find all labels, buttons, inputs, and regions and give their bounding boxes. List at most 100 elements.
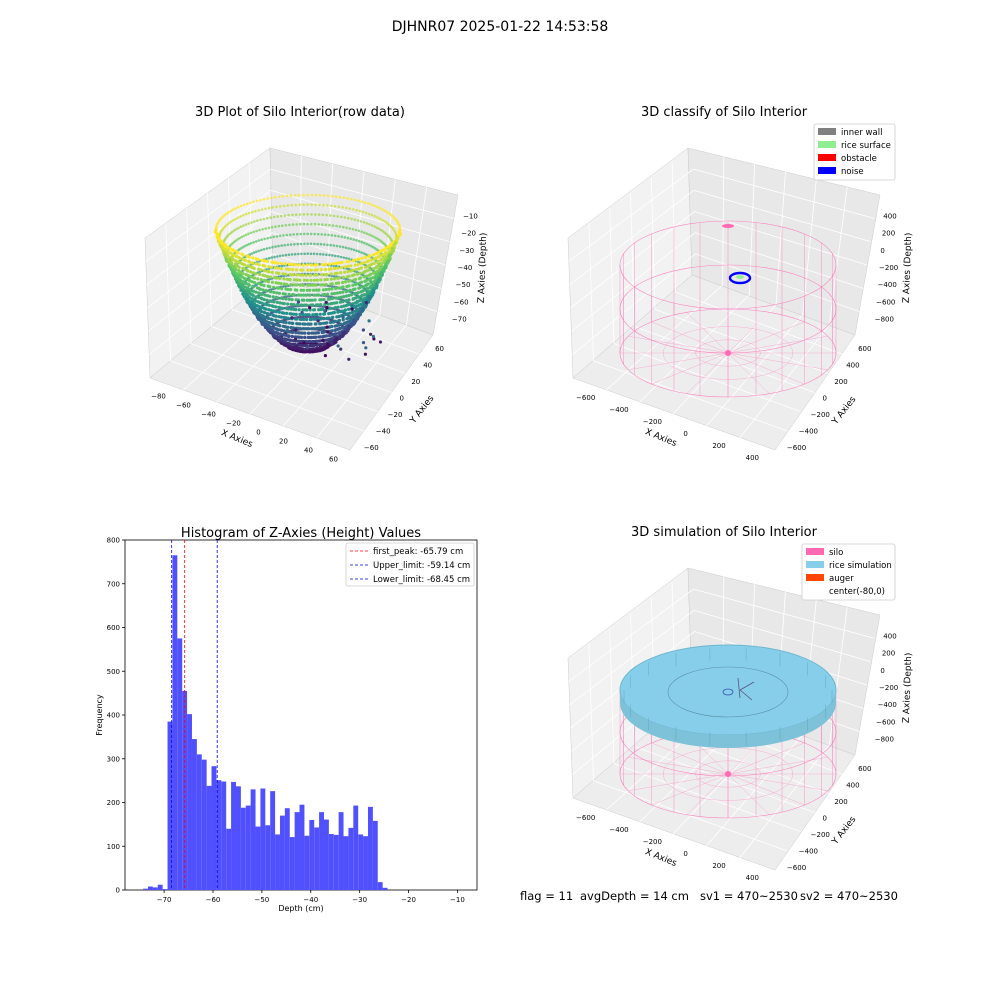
- panel1-data-point: [332, 214, 336, 218]
- panel1-gridline: [148, 253, 273, 355]
- panel1-data-point: [253, 276, 257, 280]
- panel4-rice-side: [620, 690, 836, 748]
- panel1-data-point: [271, 304, 275, 308]
- panel1-data-point: [243, 245, 246, 248]
- panel2-xtick-label: −400: [609, 406, 628, 414]
- panel1-data-point: [303, 322, 307, 326]
- panel1-data-point: [262, 198, 266, 201]
- panel1-data-point: [363, 270, 367, 274]
- panel1-data-point: [237, 205, 240, 209]
- panel1-data-point: [369, 262, 374, 266]
- panel1-data-point: [320, 273, 324, 277]
- panel1-data-point: [282, 311, 286, 315]
- panel-histogram: Histogram of Z-Axies (Height) Values −70…: [95, 526, 478, 913]
- panel1-data-point: [274, 225, 277, 228]
- panel1-data-point: [316, 232, 320, 236]
- panel4-xtick-label: 400: [746, 874, 759, 882]
- panel1-data-point: [359, 266, 363, 270]
- panel1-data-point: [361, 341, 366, 345]
- panel1-data-point: [358, 285, 362, 289]
- panel1-data-point: [306, 222, 310, 226]
- panel2-ytick-label: −400: [799, 427, 818, 435]
- panel4-legend: silo rice simulation auger center(-80,0): [801, 543, 896, 601]
- panel1-data-point: [337, 261, 341, 265]
- panel1-data-point: [307, 331, 311, 335]
- panel1-data-point: [289, 194, 293, 197]
- legend-label-lower-limit: Lower_limit: -68.45 cm: [373, 575, 470, 585]
- panel1-data-point: [309, 242, 313, 246]
- panel1-data-point: [360, 256, 364, 260]
- panel4-auger-arm: [739, 689, 753, 701]
- histogram-bar: [216, 780, 222, 890]
- panel1-data-point: [313, 232, 317, 236]
- panel1-data-point: [283, 214, 287, 217]
- histogram-legend: first_peak: -65.79 cm Upper_limit: -59.1…: [345, 542, 475, 587]
- panel1-data-point: [353, 321, 357, 325]
- panel1-data-point: [235, 227, 238, 231]
- panel1-data-point: [362, 288, 366, 292]
- panel1-data-point: [315, 346, 319, 350]
- panel1-data-point: [338, 245, 342, 248]
- panel1-data-point: [378, 239, 382, 242]
- panel1-data-point: [387, 212, 391, 215]
- histogram-ytick-label: 300: [107, 755, 120, 763]
- panel1-data-point: [331, 262, 335, 266]
- panel1-data-point: [365, 274, 369, 278]
- panel1-data-point: [384, 265, 388, 269]
- histogram-bar: [304, 835, 310, 890]
- panel1-data-point: [343, 265, 347, 269]
- panel1-data-point: [245, 202, 249, 206]
- panel1-data-point: [384, 250, 388, 254]
- panel1-data-point: [315, 268, 319, 272]
- panel1-data-point: [246, 264, 250, 268]
- panel1-data-point: [259, 309, 263, 314]
- panel1-data-point: [302, 298, 306, 302]
- panel1-data-point: [377, 227, 381, 231]
- panel1-data-point: [313, 298, 317, 302]
- panel1-data-point: [268, 294, 272, 298]
- panel1-data-point: [381, 253, 385, 257]
- panel1-data-point: [266, 280, 270, 284]
- panel1-data-point: [285, 328, 289, 332]
- panel1-data-point: [369, 272, 373, 276]
- panel1-data-point: [294, 203, 298, 207]
- panel1-data-point: [247, 211, 251, 215]
- panel1-data-point: [350, 304, 354, 308]
- panel1-data-point: [338, 195, 342, 199]
- panel1-data-point: [321, 213, 325, 217]
- panel1-data-point: [295, 232, 299, 236]
- panel1-data-point: [245, 212, 248, 216]
- panel1-data-point: [295, 283, 299, 287]
- panel4-ytick-label: −200: [811, 831, 830, 839]
- histogram-bar: [289, 837, 295, 890]
- panel1-data-point: [346, 264, 350, 268]
- panel1-data-point: [274, 266, 278, 270]
- panel1-data-point: [301, 293, 306, 297]
- panel1-data-point: [264, 227, 268, 230]
- panel1-data-point: [262, 298, 266, 302]
- panel1-data-point: [297, 308, 301, 312]
- panel1-data-point: [307, 327, 311, 331]
- panel1-data-point: [293, 243, 296, 246]
- panel1-data-point: [304, 350, 308, 354]
- panel1-data-point: [280, 244, 283, 247]
- panel1-data-point: [279, 315, 283, 319]
- panel1-data-point: [321, 223, 324, 226]
- panel1-data-point: [347, 267, 351, 271]
- panel1-data-point: [309, 335, 314, 340]
- histogram-yticks: 0 100 200 300 400 500 600 700 800: [107, 537, 125, 895]
- panel1-data-point: [334, 286, 338, 291]
- panel1-data-point: [321, 338, 325, 342]
- panel1-data-point: [365, 269, 369, 273]
- histogram-bar: [372, 820, 378, 891]
- panel1-data-point: [342, 295, 346, 299]
- panel1-data-point: [256, 257, 260, 262]
- footer-avg-depth: avgDepth = 14 cm: [580, 889, 689, 903]
- histogram-bar: [377, 882, 383, 891]
- panel1-data-point: [372, 288, 376, 293]
- histogram-bar: [358, 834, 364, 890]
- panel1-data-point: [242, 263, 247, 267]
- panel1-data-point: [287, 334, 291, 339]
- panel1-data-point: [382, 219, 386, 223]
- histogram-bar: [201, 759, 207, 891]
